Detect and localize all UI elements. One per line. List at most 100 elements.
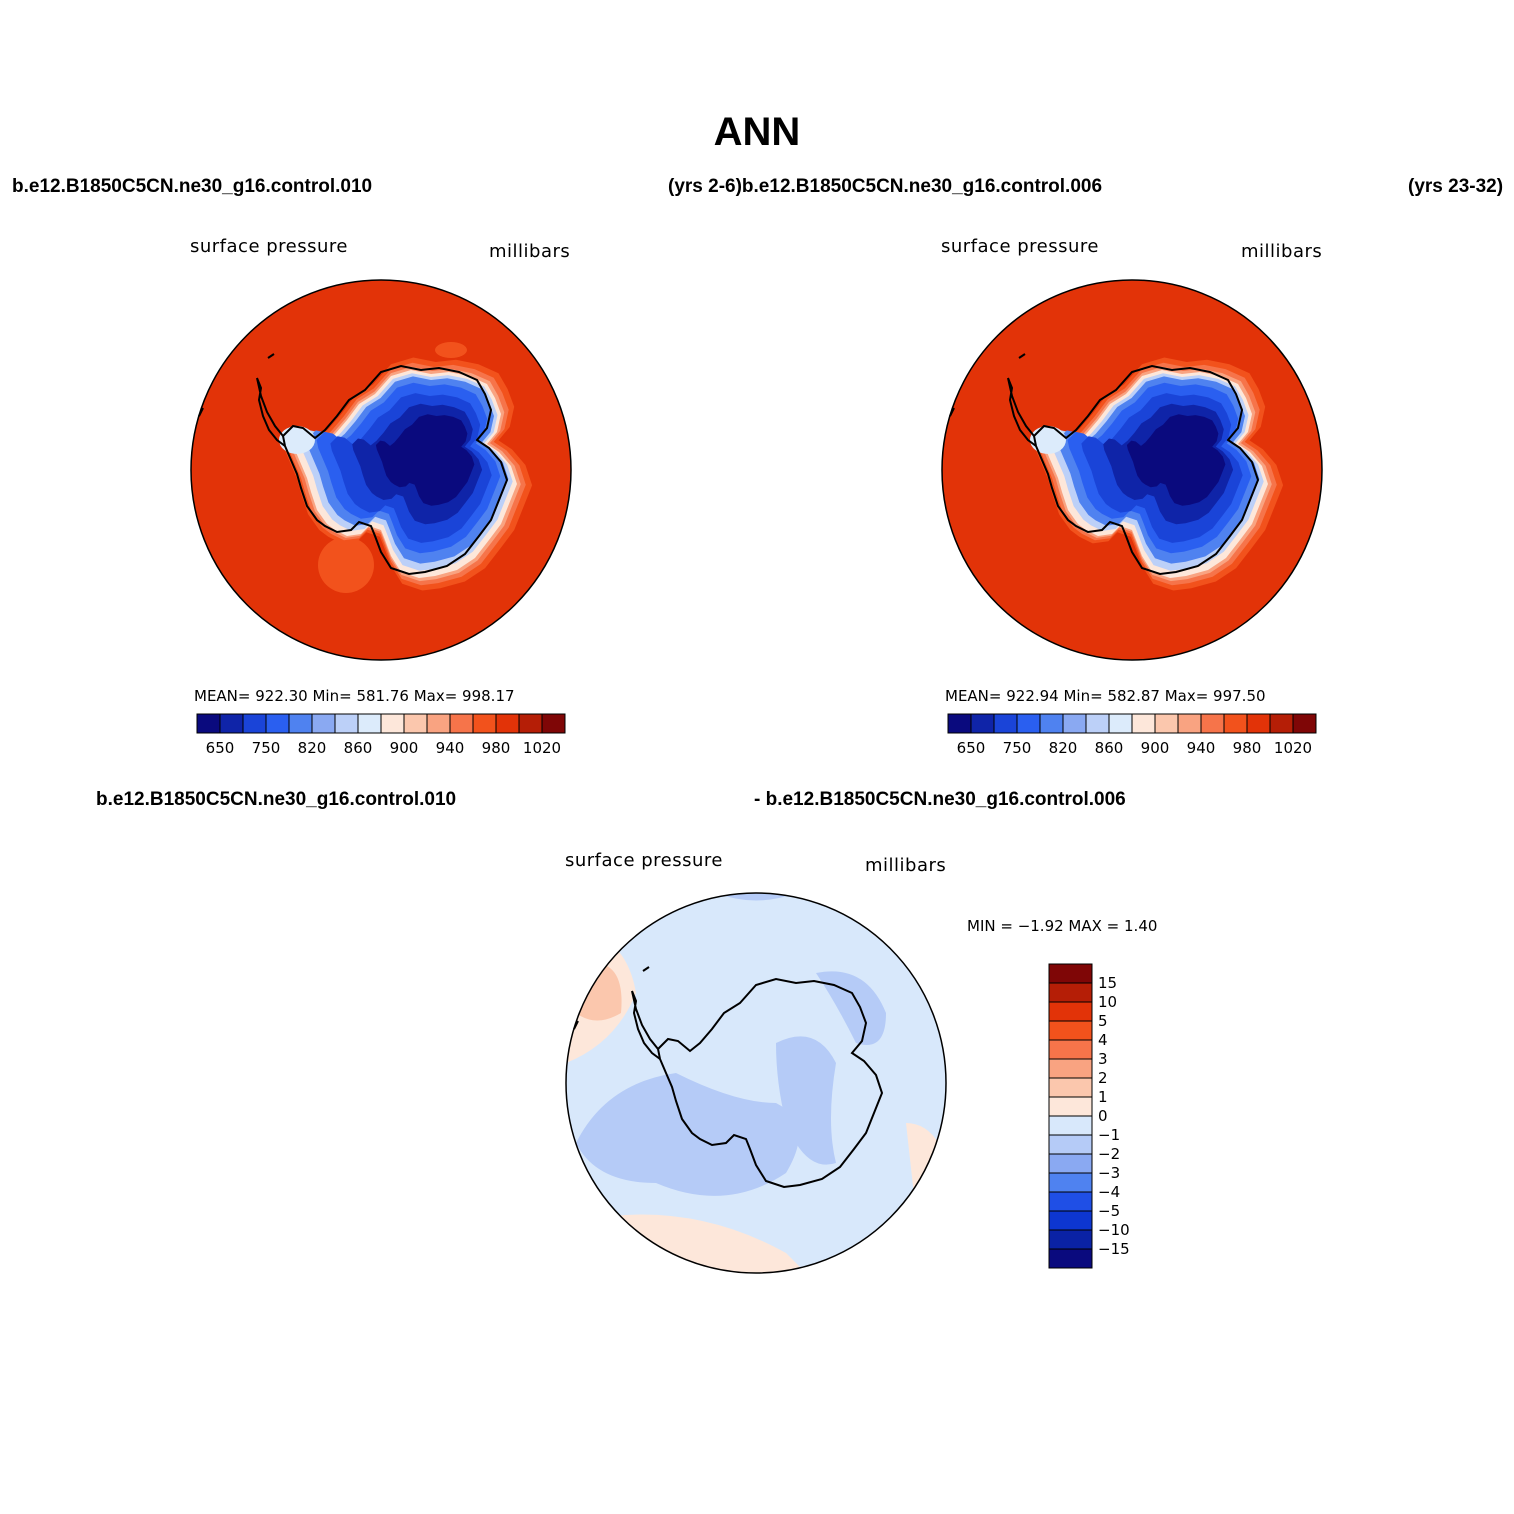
colorbar-box bbox=[1039, 713, 1064, 734]
bottom-left-case-label: b.e12.B1850C5CN.ne30_g16.control.010 bbox=[96, 789, 457, 810]
negative-anomaly bbox=[816, 971, 886, 1045]
panel2-variable-label: surface pressure bbox=[941, 236, 1099, 257]
colorbar-box bbox=[1048, 1191, 1093, 1212]
top-right-years-label: (yrs 23-32) bbox=[1408, 176, 1504, 197]
colorbar-box bbox=[1048, 1039, 1093, 1060]
colorbar-tick-label: 900 bbox=[1140, 739, 1170, 757]
colorbar-box bbox=[541, 713, 566, 734]
colorbar-tick-label: 980 bbox=[1232, 739, 1262, 757]
colorbar-box bbox=[1048, 1134, 1093, 1155]
peninsula-coastline bbox=[1007, 377, 1037, 447]
colorbar-box bbox=[1048, 963, 1093, 984]
colorbar-box bbox=[449, 713, 474, 734]
peninsula-field bbox=[279, 426, 315, 454]
colorbar-tick-label: 750 bbox=[251, 739, 281, 757]
negative-anomaly bbox=[576, 1073, 799, 1196]
colorbar-box bbox=[1016, 713, 1041, 734]
colorbar-tick-label: 2 bbox=[1098, 1069, 1108, 1087]
panel1-antarctica-coastline bbox=[198, 353, 509, 576]
panel3-polar-map bbox=[565, 892, 947, 1274]
colorbar-box bbox=[1292, 713, 1317, 734]
peninsula-coastline bbox=[256, 377, 286, 447]
pressure-patch bbox=[318, 537, 374, 593]
panel1-polar-map bbox=[190, 279, 572, 661]
colorbar-box bbox=[1085, 713, 1110, 734]
colorbar-tick-label: −3 bbox=[1098, 1164, 1121, 1182]
plateau-core bbox=[1126, 414, 1226, 506]
colorbar-tick-label: 940 bbox=[435, 739, 465, 757]
colorbar-box bbox=[1062, 713, 1087, 734]
colorbar-box bbox=[1108, 713, 1133, 734]
colorbar-box bbox=[1048, 1001, 1093, 1022]
panel1-units-label: millibars bbox=[489, 241, 571, 262]
colorbar-box bbox=[1048, 1229, 1093, 1250]
colorbar-box bbox=[1048, 1058, 1093, 1079]
island-coastline bbox=[573, 1020, 579, 1030]
peninsula-coastline bbox=[631, 990, 661, 1060]
colorbar-tick-label: 860 bbox=[1094, 739, 1124, 757]
colorbar-box bbox=[196, 713, 221, 734]
colorbar-box bbox=[1048, 1077, 1093, 1098]
colorbar-box bbox=[242, 713, 267, 734]
top-left-case-label: b.e12.B1850C5CN.ne30_g16.control.010 bbox=[12, 176, 373, 197]
panel2-pressure-field bbox=[942, 280, 1322, 660]
colorbar-box bbox=[1048, 982, 1093, 1003]
colorbar-box bbox=[1048, 1096, 1093, 1117]
panel2-units-label: millibars bbox=[1241, 241, 1323, 262]
colorbar-tick-label: 940 bbox=[1186, 739, 1216, 757]
colorbar-tick-label: 900 bbox=[389, 739, 419, 757]
colorbar-box bbox=[288, 713, 313, 734]
colorbar-tick-label: 0 bbox=[1098, 1107, 1108, 1125]
colorbar-box bbox=[1048, 1115, 1093, 1136]
panel1-variable-label: surface pressure bbox=[190, 236, 348, 257]
colorbar-tick-label: 4 bbox=[1098, 1031, 1108, 1049]
colorbar-tick-label: 820 bbox=[297, 739, 327, 757]
colorbar-tick-label: 1020 bbox=[522, 739, 562, 757]
positive-anomaly bbox=[906, 1123, 946, 1213]
colorbar-tick-label: 15 bbox=[1098, 974, 1118, 992]
colorbar-box bbox=[1048, 1020, 1093, 1041]
island-coastline bbox=[1018, 353, 1026, 359]
panel2-antarctica-coastline bbox=[949, 353, 1260, 576]
panel3-antarctica-coastline bbox=[573, 966, 884, 1189]
figure-title: ANN bbox=[713, 110, 801, 154]
colorbar3 bbox=[1048, 963, 1093, 1269]
colorbar-box bbox=[1200, 713, 1225, 734]
colorbar-tick-label: 1020 bbox=[1273, 739, 1313, 757]
colorbar-box bbox=[1177, 713, 1202, 734]
colorbar-tick-label: 1 bbox=[1098, 1088, 1108, 1106]
colorbar-tick-label: −15 bbox=[1098, 1240, 1130, 1258]
colorbar-box bbox=[1154, 713, 1179, 734]
panel1-stats: MEAN= 922.30 Min= 581.76 Max= 998.17 bbox=[194, 687, 515, 705]
colorbar-box bbox=[472, 713, 497, 734]
colorbar-box bbox=[1048, 1172, 1093, 1193]
colorbar-box bbox=[403, 713, 428, 734]
colorbar-box bbox=[357, 713, 382, 734]
colorbar-box bbox=[1048, 1210, 1093, 1231]
colorbar-tick-label: −5 bbox=[1098, 1202, 1121, 1220]
colorbar-tick-label: −10 bbox=[1098, 1221, 1130, 1239]
colorbar-box bbox=[1048, 1248, 1093, 1269]
colorbar-tick-label: 10 bbox=[1098, 993, 1118, 1011]
panel2-map-border bbox=[941, 279, 1323, 661]
colorbar-box bbox=[1131, 713, 1156, 734]
colorbar-box bbox=[947, 713, 972, 734]
negative-anomaly bbox=[776, 1036, 836, 1165]
colorbar-tick-label: 820 bbox=[1048, 739, 1078, 757]
panel2-polar-map bbox=[941, 279, 1323, 661]
colorbar-tick-label: 750 bbox=[1002, 739, 1032, 757]
colorbar-tick-label: −1 bbox=[1098, 1126, 1121, 1144]
colorbar-tick-label: −4 bbox=[1098, 1183, 1121, 1201]
colorbar1 bbox=[196, 713, 566, 734]
panel3-difference-field bbox=[566, 893, 946, 1273]
colorbar-tick-label: 3 bbox=[1098, 1050, 1108, 1068]
island-coastline bbox=[949, 407, 955, 417]
colorbar-box bbox=[495, 713, 520, 734]
colorbar-box bbox=[265, 713, 290, 734]
colorbar-box bbox=[311, 713, 336, 734]
top-middle-case-label: (yrs 2-6)b.e12.B1850C5CN.ne30_g16.contro… bbox=[668, 176, 1103, 197]
colorbar-box bbox=[1246, 713, 1271, 734]
colorbar-tick-label: −2 bbox=[1098, 1145, 1121, 1163]
colorbar-box bbox=[518, 713, 543, 734]
